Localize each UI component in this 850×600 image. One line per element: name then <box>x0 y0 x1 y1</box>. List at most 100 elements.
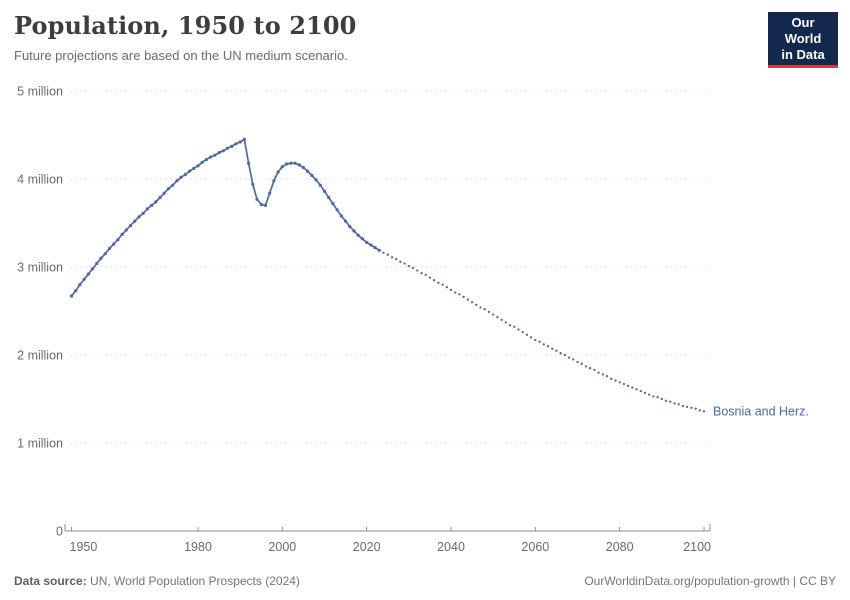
data-point-marker[interactable] <box>166 187 171 191</box>
data-point-marker[interactable] <box>171 183 175 187</box>
projection-dot[interactable] <box>525 333 529 336</box>
data-point-marker[interactable] <box>335 208 339 212</box>
projection-dot[interactable] <box>395 257 398 261</box>
projection-dot[interactable] <box>517 328 520 331</box>
projection-dot[interactable] <box>618 381 621 384</box>
data-point-marker[interactable] <box>225 146 230 150</box>
projection-dot[interactable] <box>648 393 651 396</box>
data-point-marker[interactable] <box>356 233 360 237</box>
projection-dot[interactable] <box>652 395 655 398</box>
projection-dot[interactable] <box>702 410 706 413</box>
projection-dot[interactable] <box>690 406 693 409</box>
projection-dot[interactable] <box>542 343 545 346</box>
owid-url-link[interactable]: OurWorldinData.org/population-growth | C… <box>584 574 836 588</box>
projection-dot[interactable] <box>475 303 478 306</box>
projection-dot[interactable] <box>504 321 507 324</box>
projection-dot[interactable] <box>555 349 558 352</box>
data-point-marker[interactable] <box>314 178 318 182</box>
data-point-marker[interactable] <box>259 202 263 207</box>
data-point-marker[interactable] <box>344 219 348 223</box>
projection-dot[interactable] <box>584 365 588 368</box>
projection-dot[interactable] <box>432 279 436 282</box>
projection-dot[interactable] <box>698 409 701 412</box>
data-point-marker[interactable] <box>255 197 259 201</box>
projection-dot[interactable] <box>437 281 440 284</box>
projection-dot[interactable] <box>416 269 419 272</box>
projection-dot[interactable] <box>390 256 394 259</box>
projection-dot[interactable] <box>601 373 604 376</box>
data-point-marker[interactable] <box>95 261 99 266</box>
projection-dot[interactable] <box>572 358 575 361</box>
data-point-marker[interactable] <box>365 240 369 244</box>
data-point-marker[interactable] <box>297 163 301 167</box>
projection-dot[interactable] <box>614 379 617 382</box>
data-point-marker[interactable] <box>373 246 377 250</box>
projection-dot[interactable] <box>559 352 562 355</box>
data-point-marker[interactable] <box>179 175 183 179</box>
projection-dot[interactable] <box>420 272 423 275</box>
data-point-marker[interactable] <box>213 153 217 157</box>
data-point-marker[interactable] <box>107 246 112 251</box>
data-point-marker[interactable] <box>175 179 179 183</box>
projection-dot[interactable] <box>593 368 596 372</box>
projection-dot[interactable] <box>445 286 448 289</box>
data-point-marker[interactable] <box>369 243 373 247</box>
projection-dot[interactable] <box>656 396 659 399</box>
projection-dot[interactable] <box>470 301 474 304</box>
projection-dot[interactable] <box>677 403 680 406</box>
projection-dot[interactable] <box>660 397 663 401</box>
projection-dot[interactable] <box>500 318 503 321</box>
projection-dot[interactable] <box>529 336 533 339</box>
projection-dot[interactable] <box>597 371 600 374</box>
data-point-marker[interactable] <box>141 211 145 215</box>
data-point-marker[interactable] <box>289 161 293 165</box>
projection-dot[interactable] <box>458 293 461 296</box>
data-point-marker[interactable] <box>238 140 242 144</box>
data-point-marker[interactable] <box>285 162 289 166</box>
data-point-marker[interactable] <box>293 161 297 165</box>
data-point-marker[interactable] <box>251 182 255 186</box>
projection-dot[interactable] <box>538 340 541 343</box>
data-point-marker[interactable] <box>183 173 187 177</box>
projection-dot[interactable] <box>580 362 583 365</box>
projection-dot[interactable] <box>610 377 613 380</box>
data-point-marker[interactable] <box>360 237 364 241</box>
data-point-marker[interactable] <box>310 173 314 178</box>
projection-dot[interactable] <box>441 283 444 286</box>
projection-dot[interactable] <box>664 399 668 402</box>
projection-dot[interactable] <box>492 313 495 316</box>
data-point-marker[interactable] <box>162 191 166 195</box>
owid-logo[interactable]: Our World in Data <box>768 12 838 68</box>
data-point-marker[interactable] <box>268 191 272 195</box>
projection-dot[interactable] <box>635 388 638 391</box>
projection-dot[interactable] <box>508 323 512 327</box>
data-point-marker[interactable] <box>99 256 103 260</box>
data-point-marker[interactable] <box>124 228 128 232</box>
data-point-marker[interactable] <box>116 238 120 242</box>
data-point-marker[interactable] <box>158 195 162 200</box>
projection-dot[interactable] <box>588 367 592 370</box>
projection-dot[interactable] <box>605 374 609 378</box>
data-point-marker[interactable] <box>86 272 90 276</box>
data-point-marker[interactable] <box>280 165 284 169</box>
data-point-marker[interactable] <box>150 203 154 207</box>
projection-dot[interactable] <box>399 260 402 263</box>
projection-dot[interactable] <box>639 389 642 393</box>
projection-dot[interactable] <box>407 264 410 268</box>
projection-dot[interactable] <box>563 353 567 357</box>
data-point-marker[interactable] <box>306 169 310 173</box>
data-point-marker[interactable] <box>339 214 343 218</box>
projection-dot[interactable] <box>576 360 579 364</box>
data-point-marker[interactable] <box>112 242 116 246</box>
data-point-marker[interactable] <box>234 142 238 146</box>
projection-dot[interactable] <box>483 308 486 311</box>
projection-dot[interactable] <box>551 347 554 350</box>
data-point-marker[interactable] <box>301 166 305 170</box>
data-point-marker[interactable] <box>217 151 221 155</box>
data-point-marker[interactable] <box>221 149 225 153</box>
data-point-marker[interactable] <box>128 224 133 228</box>
projection-dot[interactable] <box>521 330 524 334</box>
projection-dot[interactable] <box>411 266 415 270</box>
projection-dot[interactable] <box>513 325 516 328</box>
